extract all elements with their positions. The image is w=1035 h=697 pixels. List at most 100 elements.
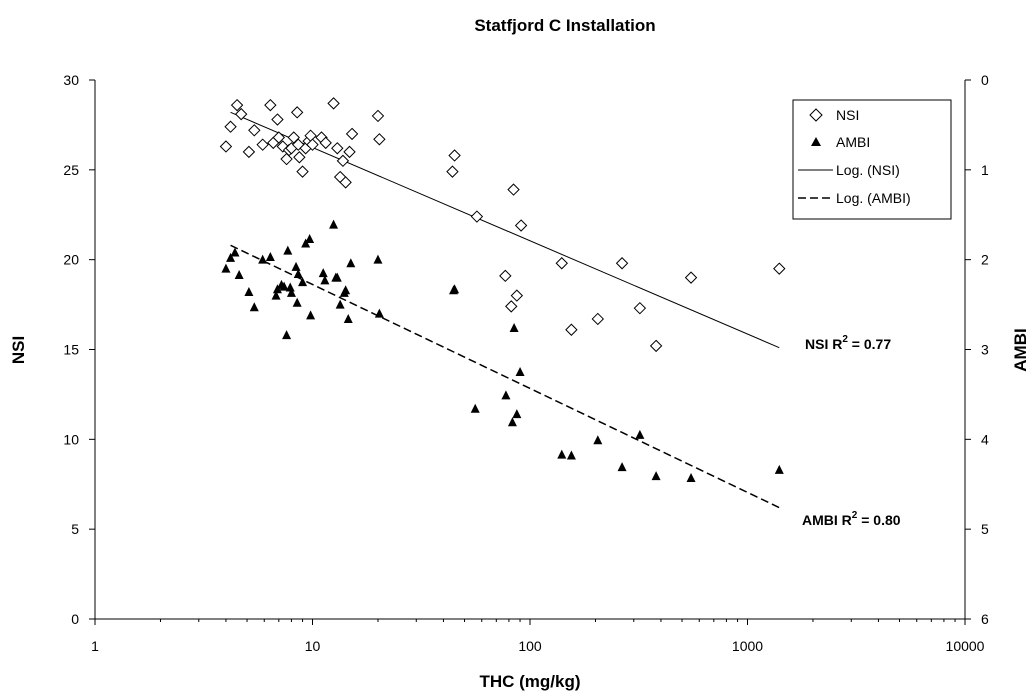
ambi-point [509, 322, 519, 332]
nsi-point [271, 113, 284, 126]
nsi-point [234, 107, 248, 121]
nsi-point [290, 106, 304, 119]
nsi-point [373, 133, 386, 146]
y-axis-label-left: NSI [9, 336, 28, 364]
ambi-point [501, 390, 511, 400]
ambi-point [332, 272, 342, 282]
y-tick-label: 25 [63, 162, 79, 178]
nsi-point [505, 300, 518, 313]
nsi-point [555, 257, 568, 270]
ambi-point [234, 269, 244, 279]
ambi-point [686, 472, 696, 482]
trendline-ambi [230, 244, 780, 509]
ambi-point [265, 251, 275, 261]
ambi-point [346, 258, 356, 268]
nsi-point [773, 262, 786, 275]
y2-tick-label: 1 [981, 162, 989, 178]
nsi-point [319, 136, 332, 150]
ambi-point [470, 403, 480, 413]
nsi-point [339, 176, 352, 189]
ambi-point [512, 409, 522, 419]
nsi-point [446, 165, 459, 178]
nsi-point [565, 323, 578, 336]
ambi-point [282, 330, 292, 340]
ambi-point [249, 302, 259, 312]
x-tick-label: 1000 [732, 638, 763, 654]
nsi-point [499, 269, 512, 283]
data-marks [219, 97, 786, 482]
y-tick-label: 15 [63, 342, 79, 358]
ambi-point [279, 281, 289, 291]
legend-item-nsi: NSI [836, 107, 859, 123]
nsi-point [649, 339, 663, 353]
nsi-point [256, 138, 269, 151]
x-axis-label: THC (mg/kg) [479, 672, 580, 691]
y-tick-label: 5 [71, 521, 79, 537]
ambi-point [271, 290, 281, 300]
y2-tick-label: 6 [981, 611, 989, 627]
ambi-point [298, 277, 308, 287]
ambi-point [329, 219, 339, 229]
ambi-point [305, 234, 315, 244]
nsi-point [230, 98, 244, 112]
ambi-point [318, 268, 328, 278]
legend-box [792, 99, 952, 220]
y2-tick-label: 5 [981, 521, 989, 537]
nsi-point [280, 152, 293, 166]
y-tick-label: 10 [63, 431, 79, 447]
y2-tick-label: 3 [981, 342, 989, 358]
nsi-point [293, 151, 306, 164]
nsi-point [591, 312, 605, 326]
ambi-point [244, 287, 254, 297]
y-ticks-left: 0 5 10 15 20 25 30 [63, 72, 95, 627]
y2-tick-label: 0 [981, 72, 989, 88]
nsi-point [306, 138, 319, 151]
ambi-point [617, 462, 627, 472]
ambi-point [635, 429, 645, 439]
x-tick-label: 1 [91, 638, 99, 654]
nsi-point [327, 97, 340, 110]
x-tick-label: 10000 [946, 638, 985, 654]
y-ticks-right: 6 5 4 3 2 1 0 [965, 72, 989, 627]
nsi-point [633, 301, 647, 315]
nsi-point [514, 219, 528, 232]
ambi-point [450, 284, 460, 294]
ambi-point [651, 471, 661, 481]
ambi-point [293, 269, 303, 279]
ambi-point [292, 297, 302, 307]
ambi-point [774, 464, 784, 474]
y2-tick-label: 4 [981, 431, 989, 447]
y-tick-label: 0 [71, 611, 79, 627]
x-ticks: 1 10 100 1000 10000 [91, 619, 985, 654]
legend: NSI AMBI Log. (NSI) Log. (AMBI) [792, 99, 952, 220]
nsi-point [296, 165, 309, 178]
ambi-point [226, 252, 236, 262]
y-tick-label: 20 [63, 252, 79, 268]
ambi-point [258, 254, 268, 264]
ambi-point [343, 313, 353, 323]
ambi-point [230, 247, 240, 257]
nsi-point [371, 109, 385, 123]
ambi-point [291, 261, 301, 271]
x-tick-label: 10 [305, 638, 321, 654]
ambi-point [320, 275, 330, 285]
annotation-nsi-r2: NSI R2 = 0.77 [805, 334, 891, 352]
legend-item-log-ambi: Log. (AMBI) [836, 190, 911, 206]
nsi-point [264, 98, 277, 112]
ambi-point [507, 417, 517, 427]
y2-tick-label: 2 [981, 252, 989, 268]
trendline-nsi [230, 111, 780, 349]
nsi-point [345, 127, 359, 141]
nsi-point [448, 149, 461, 162]
x-tick-label: 100 [518, 638, 542, 654]
nsi-point [615, 257, 629, 270]
nsi-point [219, 140, 233, 153]
nsi-point [224, 120, 237, 133]
ambi-point [593, 435, 603, 445]
y-axis-label-right: AMBI [1011, 328, 1030, 371]
trendlines [230, 111, 780, 509]
nsi-point [684, 271, 698, 284]
y-tick-label: 30 [63, 72, 79, 88]
legend-item-ambi: AMBI [836, 134, 870, 150]
